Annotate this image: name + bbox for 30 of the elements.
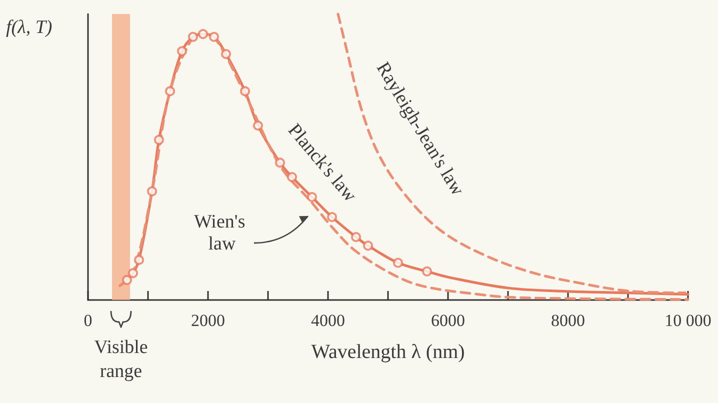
point [327, 212, 338, 222]
x-tick-label: 0 [84, 311, 92, 330]
point [154, 134, 164, 145]
x-tick-label: 6000 [431, 311, 465, 330]
point [134, 254, 144, 265]
point [422, 266, 432, 276]
point [165, 86, 176, 96]
x-axis-title: Wavelength λ (nm) [311, 341, 465, 363]
point [147, 186, 158, 196]
point [275, 158, 285, 168]
point [122, 274, 132, 285]
text: Wien's law [194, 211, 250, 254]
point [393, 258, 404, 268]
point [177, 46, 188, 56]
point [252, 120, 263, 131]
point [351, 232, 362, 242]
x-tick-label: 10 000 [664, 311, 712, 330]
point [306, 192, 317, 202]
point [240, 86, 250, 96]
y-axis-title: f(λ, T) [6, 17, 52, 38]
x-tick-label: 8000 [551, 311, 585, 330]
point [128, 268, 138, 278]
point [221, 49, 231, 60]
point [198, 29, 208, 40]
point [188, 32, 198, 42]
x-tick-label: 4000 [311, 311, 345, 330]
point [363, 240, 374, 251]
x-tick-label: 2000 [191, 311, 225, 330]
point [209, 32, 219, 42]
band-label: Visible range [93, 336, 149, 384]
